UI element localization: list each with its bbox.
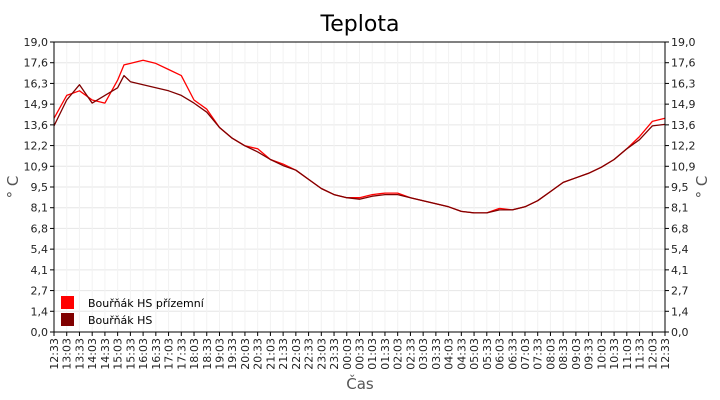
x-tick-label: 21:33 — [277, 338, 290, 370]
y-tick-label-right: 12,2 — [671, 140, 696, 153]
y-tick-label-left: 6,8 — [31, 222, 49, 235]
x-tick-label: 20:33 — [252, 338, 265, 370]
x-tick-label: 03:03 — [417, 338, 430, 370]
x-axis-title: Čas — [346, 374, 374, 393]
y-tick-label-right: 4,1 — [671, 264, 689, 277]
series-line-1 — [53, 74, 666, 214]
y-tick-label-left: 10,9 — [24, 160, 49, 173]
y-tick-label-left: 13,6 — [24, 119, 49, 132]
x-tick-label: 00:03 — [341, 338, 354, 370]
x-tick-label: 09:33 — [583, 338, 596, 370]
y-tick-label-right: 6,8 — [671, 222, 689, 235]
y-tick-label-right: 0,0 — [671, 326, 689, 339]
x-tick-label: 16:33 — [150, 338, 163, 370]
x-tick-label: 17:03 — [163, 338, 176, 370]
x-tick-label: 05:33 — [481, 338, 494, 370]
x-tick-label: 20:03 — [239, 338, 252, 370]
x-tick-label: 09:03 — [570, 338, 583, 370]
x-tick-label: 12:33 — [48, 338, 61, 370]
x-tick-label: 15:33 — [124, 338, 137, 370]
x-tick-label: 23:33 — [328, 338, 341, 370]
chart-title: Teplota — [320, 12, 400, 37]
y-tick-label-left: 16,3 — [24, 77, 49, 90]
x-tick-label: 11:33 — [634, 338, 647, 370]
x-tick-label: 14:33 — [99, 338, 112, 370]
y-tick-label-right: 13,6 — [671, 119, 696, 132]
y-tick-label-left: 19,0 — [24, 36, 49, 49]
x-tick-label: 02:33 — [404, 338, 417, 370]
y-tick-label-left: 9,5 — [31, 181, 49, 194]
x-tick-label: 04:03 — [443, 338, 456, 370]
series-layer — [53, 59, 666, 214]
legend-label-1: Bouřňák HS — [88, 314, 152, 327]
y-tick-label-left: 17,6 — [24, 57, 49, 70]
x-tick-label: 17:33 — [175, 338, 188, 370]
x-tick-label: 19:33 — [226, 338, 239, 370]
x-tick-label: 22:33 — [303, 338, 316, 370]
x-tick-label: 18:03 — [188, 338, 201, 370]
y-tick-label-left: 2,7 — [31, 285, 49, 298]
x-tick-label: 19:03 — [213, 338, 226, 370]
y-axis-right: 0,0 1,4 2,7 4,1 5,4 6,8 8,1 9,5 10,9 12,2 13,6 14,9… — [665, 36, 696, 339]
x-tick-label: 14:03 — [86, 338, 99, 370]
x-tick-label: 00:33 — [354, 338, 367, 370]
x-tick-label: 08:33 — [557, 338, 570, 370]
x-tick-label: 08:03 — [544, 338, 557, 370]
x-tick-label: 07:33 — [532, 338, 545, 370]
y-axis-left: 0,0 1,4 2,7 4,1 5,4 6,8 8,1 9,5 10,9 12,2 13,6 14,9… — [24, 36, 54, 339]
y-axis-title-right: ° C — [693, 176, 711, 199]
y-tick-label-right: 14,9 — [671, 98, 696, 111]
x-tick-label: 01:33 — [379, 338, 392, 370]
y-tick-label-right: 17,6 — [671, 57, 696, 70]
x-tick-label: 05:03 — [468, 338, 481, 370]
x-tick-label: 06:03 — [494, 338, 507, 370]
y-tick-label-right: 16,3 — [671, 77, 696, 90]
y-tick-label-left: 12,2 — [24, 140, 49, 153]
x-tick-label: 12:03 — [646, 338, 659, 370]
y-tick-label-left: 14,9 — [24, 98, 49, 111]
x-tick-label: 04:33 — [455, 338, 468, 370]
y-tick-label-left: 0,0 — [31, 326, 49, 339]
legend-swatch-1 — [61, 313, 74, 326]
x-tick-label: 18:33 — [201, 338, 214, 370]
y-tick-label-left: 4,1 — [31, 264, 49, 277]
y-tick-label-right: 10,9 — [671, 160, 696, 173]
x-tick-label: 12:33 — [659, 338, 672, 370]
y-tick-label-right: 2,7 — [671, 285, 689, 298]
x-tick-label: 10:33 — [608, 338, 621, 370]
x-tick-label: 23:03 — [315, 338, 328, 370]
x-axis: 12:33 13:03 13:33 14:03 14:33 15:03 15:33 16:03… — [48, 332, 672, 370]
x-tick-label: 13:33 — [73, 338, 86, 370]
x-tick-label: 16:03 — [137, 338, 150, 370]
y-tick-label-right: 8,1 — [671, 202, 689, 215]
y-tick-label-left: 1,4 — [31, 305, 49, 318]
y-tick-label-left: 8,1 — [31, 202, 49, 215]
y-tick-label-right: 19,0 — [671, 36, 696, 49]
legend-label-0: Bouřňák HS přízemní — [88, 297, 205, 310]
x-tick-label: 11:03 — [621, 338, 634, 370]
x-tick-label: 06:33 — [506, 338, 519, 370]
x-tick-label: 22:03 — [290, 338, 303, 370]
grid-lines — [54, 42, 665, 332]
x-tick-label: 13:03 — [61, 338, 74, 370]
x-tick-label: 21:03 — [264, 338, 277, 370]
x-tick-label: 03:33 — [430, 338, 443, 370]
y-tick-label-right: 1,4 — [671, 305, 689, 318]
legend-swatch-0 — [61, 296, 74, 309]
y-tick-label-right: 9,5 — [671, 181, 689, 194]
y-tick-label-right: 5,4 — [671, 243, 689, 256]
legend: Bouřňák HS přízemní Bouřňák HS — [61, 296, 205, 327]
x-tick-label: 01:03 — [366, 338, 379, 370]
y-axis-title-left: ° C — [4, 176, 22, 199]
x-tick-label: 15:03 — [112, 338, 125, 370]
x-tick-label: 07:03 — [519, 338, 532, 370]
y-tick-label-left: 5,4 — [31, 243, 49, 256]
x-tick-label: 02:03 — [392, 338, 405, 370]
x-tick-label: 10:03 — [595, 338, 608, 370]
